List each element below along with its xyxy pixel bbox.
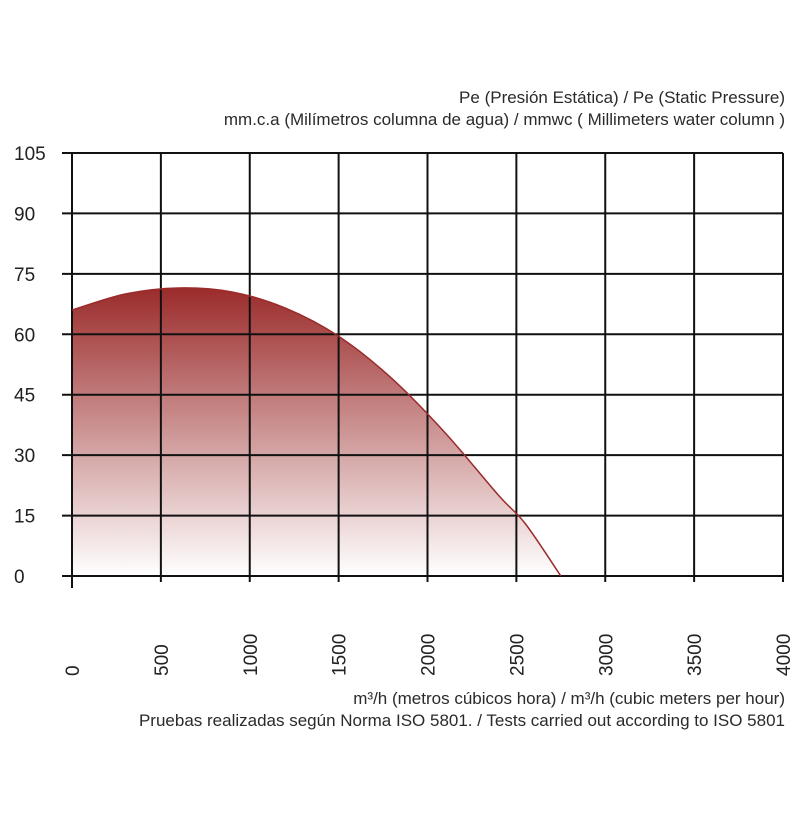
y-tick-label: 15: [14, 507, 35, 528]
x-axis-label: m³/h (metros cúbicos hora) / m³/h (cubic…: [353, 689, 785, 708]
y-tick-label: 105: [14, 144, 46, 165]
test-standard-note: Pruebas realizadas según Norma ISO 5801.…: [138, 711, 785, 730]
y-axis-label-line1: Pe (Presión Estática) / Pe (Static Press…: [459, 88, 785, 107]
y-tick-label: 30: [14, 446, 35, 467]
y-tick-label: 45: [14, 386, 35, 407]
x-tick-label: 1000: [241, 634, 262, 676]
x-tick-label: 2000: [419, 634, 440, 676]
x-tick-label: 2500: [507, 634, 528, 676]
x-tick-label: 1500: [330, 634, 351, 676]
x-tick-label: 0: [63, 665, 84, 676]
performance-area-fill: [72, 287, 561, 576]
x-tick-label: 3500: [685, 634, 706, 676]
x-tick-label: 3000: [596, 634, 617, 676]
x-tick-label: 500: [152, 644, 173, 676]
series-line: [71, 287, 562, 577]
y-tick-label: 75: [14, 265, 35, 286]
y-tick-label: 0: [14, 567, 25, 588]
y-axis-label-line2: mm.c.a (Milímetros columna de agua) / mm…: [223, 110, 785, 129]
y-tick-label: 90: [14, 204, 35, 225]
x-tick-label: 4000: [774, 634, 795, 676]
y-tick-label: 60: [14, 325, 35, 346]
